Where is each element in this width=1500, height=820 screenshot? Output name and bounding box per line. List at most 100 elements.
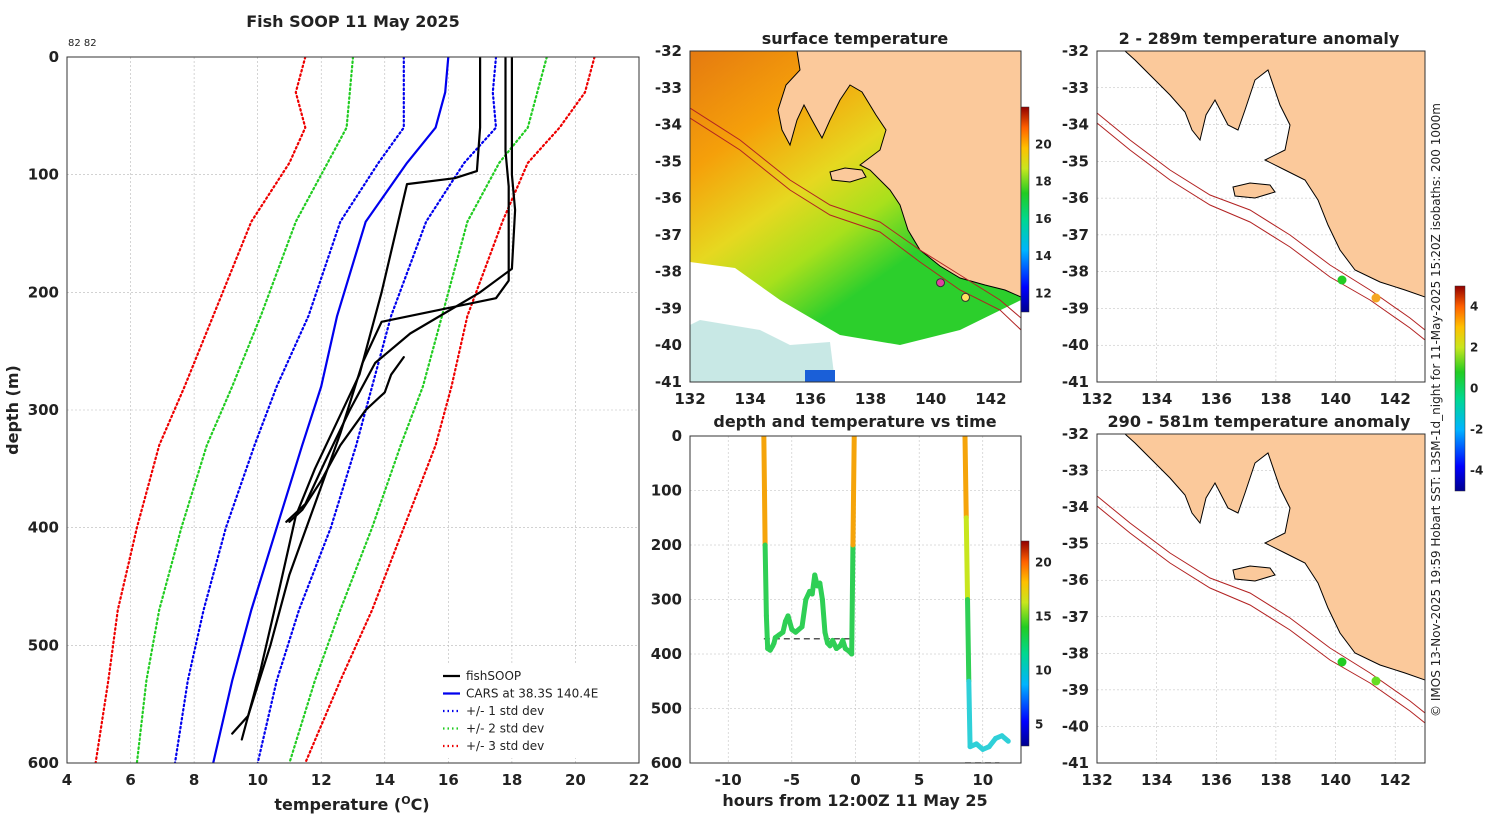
sst-isobath-200 (690, 107, 1021, 319)
anomaly-colorbar-tick: 4 (1470, 300, 1478, 314)
map-ytick: -35 (655, 152, 682, 170)
map-ytick: -33 (655, 79, 682, 97)
anomaly-colorbar-ticks: 4 2 0 -2 -4 (1470, 300, 1483, 478)
map-xtick: 142 (975, 390, 1006, 408)
anomaly-colorbar-tick: 0 (1470, 382, 1478, 396)
profile-xtick: 12 (311, 771, 332, 789)
series-fishsoop-cast-2 (231, 57, 510, 735)
timeseries-series (761, 436, 1011, 763)
series--2-std-dev (135, 57, 355, 763)
series-fishsoop-cast-4 (288, 356, 405, 523)
map-ytick: -33 (1062, 462, 1089, 480)
map-ytick: -38 (1062, 263, 1089, 281)
timeseries-colorbar-ticks: 5 10 15 20 (1035, 556, 1052, 732)
ts-segment-dive-2 (965, 597, 972, 684)
map-xtick: 138 (1260, 771, 1291, 789)
ts-colorbar-tick: 20 (1035, 556, 1052, 570)
sst-marker-site1 (936, 278, 945, 288)
anomaly-colorbar-tick: -2 (1470, 423, 1483, 437)
profile-frame (66, 56, 640, 764)
legend-label: fishSOOP (466, 669, 521, 683)
sst-colorbar-tick: 14 (1035, 249, 1052, 263)
map-ytick: -38 (655, 263, 682, 281)
profile-ytick: 300 (28, 401, 59, 419)
map-xtick: 142 (1380, 771, 1411, 789)
map-ytick: -32 (1062, 425, 1089, 443)
ts-segment-dive-1 (850, 436, 857, 548)
profile-xtick: 8 (189, 771, 199, 789)
profile-xtick: 20 (565, 771, 586, 789)
map-xtick: 136 (1201, 771, 1232, 789)
anomaly-map-2: 132 134 136 138 140 142 -32 -33 -34 -35 -36 -37 -38 -… (1062, 412, 1426, 789)
map-ytick: -33 (1062, 79, 1089, 97)
map-ytick: -36 (655, 189, 682, 207)
sst-isobath-1000 (690, 117, 1021, 331)
sst-colorbar-ticks: 12 14 16 18 20 (1035, 137, 1052, 300)
sst-colorbar-tick: 12 (1035, 286, 1052, 300)
series--3-std-dev (94, 57, 307, 763)
ts-ytick: 400 (651, 645, 682, 663)
map-xtick: 134 (1141, 390, 1172, 408)
profile-ytick: 100 (28, 166, 59, 184)
sst-colorbar-tick: 18 (1035, 175, 1052, 189)
map-ytick: -39 (1062, 299, 1089, 317)
sst-tick-labels: 132 134 136 138 140 142 -32 -33 -34 -35 -36 -37 -38 -… (655, 42, 1007, 408)
ts-ytick: 300 (651, 591, 682, 609)
anomaly1-title: 2 - 289m temperature anomaly (1119, 29, 1400, 48)
map-xtick: 136 (795, 390, 826, 408)
anomaly1-isobath-1000 (1097, 122, 1425, 341)
map-xtick: 140 (915, 390, 946, 408)
anomaly1-land (1124, 51, 1425, 298)
profile-xtick: 18 (501, 771, 522, 789)
ts-segment-dive-1 (761, 436, 768, 548)
anomaly1-isobath-200 (1097, 112, 1425, 331)
series-fishsoop-cast-3 (285, 57, 517, 523)
map-xtick: 142 (1380, 390, 1411, 408)
sst-marker-site2 (961, 292, 970, 302)
ts-segment-dive-1 (799, 597, 809, 630)
profile-xtick: 4 (62, 771, 72, 789)
sst-colorbar-tick: 16 (1035, 212, 1052, 226)
map-xtick: 132 (1081, 771, 1112, 789)
map-ytick: -37 (1062, 608, 1089, 626)
sst-cool-patches (690, 320, 835, 382)
profile-corner-label: 82 82 (68, 38, 97, 49)
map-xtick: 138 (1260, 390, 1291, 408)
map-xtick: 138 (855, 390, 886, 408)
anomaly-map-1: 132 134 136 138 140 142 -32 -33 -34 -35 -36 -37 -38 -… (1062, 29, 1426, 408)
profile-ytick: 500 (28, 636, 59, 654)
anomaly2-tick-labels: 132 134 136 138 140 142 -32 -33 -34 -35 -36 -37 -38 -… (1062, 425, 1411, 789)
ts-ytick: 500 (651, 700, 682, 718)
map-ytick: -40 (1062, 336, 1089, 354)
ts-ytick: 600 (651, 754, 682, 772)
ts-ytick: 200 (651, 536, 682, 554)
profile-ytick: 600 (28, 754, 59, 772)
profile-xtick: 22 (629, 771, 650, 789)
anomaly1-island (1232, 182, 1276, 199)
sst-map-panel: 132 134 136 138 140 142 -32 -33 -34 -35 -36 -37 -38 -… (655, 29, 1052, 408)
ts-segment-dive-1 (763, 613, 771, 652)
profile-tick-labels: 4 6 8 10 12 14 16 18 20 22 0 100 200 300 400 500 600 (28, 48, 650, 789)
ts-xtick: 5 (914, 771, 924, 789)
map-ytick: -37 (1062, 226, 1089, 244)
map-xtick: 134 (735, 390, 766, 408)
timeseries-xlabel: hours from 12:00Z 11 May 25 (722, 791, 987, 810)
sst-title: surface temperature (762, 29, 949, 48)
map-ytick: -39 (1062, 681, 1089, 699)
anomaly1-point-site2 (1371, 293, 1381, 303)
timeseries-colorbar (1020, 540, 1030, 747)
anomaly2-isobath-1000 (1097, 505, 1425, 724)
ts-segment-dive-2 (962, 436, 969, 521)
profile-xtick: 16 (438, 771, 459, 789)
map-ytick: -34 (1062, 116, 1089, 134)
ts-ytick: 0 (672, 427, 682, 445)
series--2-std-dev (288, 57, 548, 763)
ts-segment-dive-2 (963, 515, 971, 602)
sst-blue-patch (805, 370, 835, 382)
map-xtick: 136 (1201, 390, 1232, 408)
series--1-std-dev (256, 57, 498, 763)
sst-land (777, 51, 1021, 298)
map-ytick: -36 (1062, 189, 1089, 207)
profile-series (94, 57, 596, 763)
